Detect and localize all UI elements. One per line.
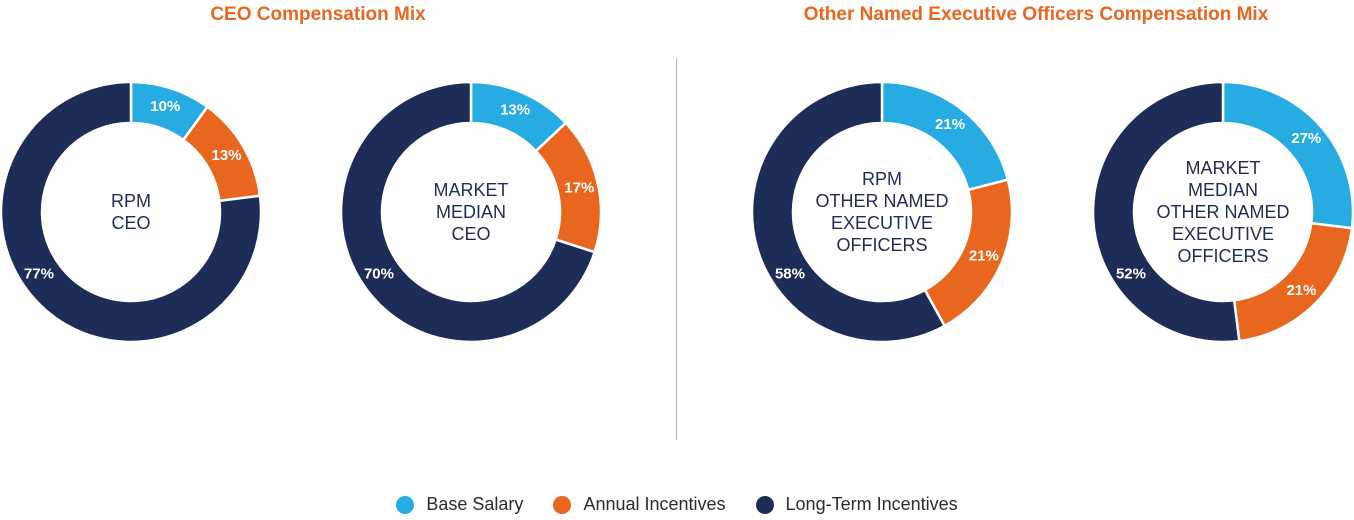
donut-4-center-line: EXECUTIVE: [1171, 224, 1275, 244]
legend-item-long-term-incentives: Long-Term Incentives: [755, 494, 958, 515]
donut-3-center-line: EXECUTIVE: [830, 213, 934, 233]
legend-label-annual-incentives: Annual Incentives: [583, 494, 726, 514]
donut-2-center-label: MARKET MEDIAN CEO: [366, 179, 576, 245]
donut-3-center-line: OFFICERS: [836, 235, 928, 255]
legend-item-base-salary: Base Salary: [396, 494, 523, 515]
donut-3-slice-long-term-incentives: [750, 80, 947, 344]
legend-item-annual-incentives: Annual Incentives: [553, 494, 726, 515]
donut-4-center-line: MEDIAN: [1187, 180, 1258, 200]
donut-4-center-line: MARKET: [1185, 158, 1261, 178]
donut-3-center-label: RPM OTHER NAMED EXECUTIVE OFFICERS: [777, 168, 987, 256]
legend-swatch-long-term-incentives: [755, 495, 774, 514]
donut-3-label-base-salary: 21%: [935, 116, 965, 133]
donut-1-slice-long-term-incentives: [0, 80, 263, 344]
donut-3-label-long-term-incentives: 58%: [775, 266, 805, 283]
donut-3-center-line: RPM: [862, 169, 902, 189]
donut-3-center-line: OTHER NAMED: [815, 191, 949, 211]
donut-2-label-long-term-incentives: 70%: [364, 266, 394, 283]
legend-swatch-base-salary: [396, 495, 415, 514]
donut-charts: 10% 13% 77% 13% 17% 70% 21% 21% 58% 27% 21% 52%: [0, 80, 1354, 344]
donut-1-label-long-term-incentives: 77%: [24, 266, 54, 283]
legend-swatch-annual-incentives: [553, 495, 572, 514]
donut-4-slice-long-term-incentives: [1091, 80, 1241, 344]
legend-label-base-salary: Base Salary: [426, 494, 524, 514]
donut-2-label-base-salary: 13%: [500, 102, 530, 119]
donut-1-label-base-salary: 10%: [150, 98, 180, 115]
donut-4-label-annual-incentives: 21%: [1286, 282, 1316, 299]
donut-4-center-label: MARKET MEDIAN OTHER NAMED EXECUTIVE OFFICERS: [1118, 157, 1328, 267]
donut-1-center-line: CEO: [111, 213, 151, 233]
legend-label-long-term-incentives: Long-Term Incentives: [785, 494, 958, 514]
donut-3-label-annual-incentives: 21%: [969, 248, 999, 265]
donut-4-label-long-term-incentives: 52%: [1116, 266, 1146, 283]
donut-2-label-annual-incentives: 17%: [564, 179, 594, 196]
donut-2-center-line: CEO: [451, 224, 491, 244]
neo-section-title: Other Named Executive Officers Compensat…: [803, 4, 1269, 25]
donut-1-center-label: RPM CEO: [26, 190, 236, 234]
donut-4-label-base-salary: 27%: [1291, 130, 1321, 147]
legend: Base Salary Annual Incentives Long-Term …: [0, 494, 1354, 515]
section-divider: [676, 58, 677, 440]
donut-2-center-line: MEDIAN: [435, 202, 506, 222]
donut-4-center-line: OTHER NAMED: [1156, 202, 1290, 222]
donut-4-center-line: OFFICERS: [1177, 246, 1269, 266]
ceo-section-title: CEO Compensation Mix: [210, 4, 426, 25]
donut-1-label-annual-incentives: 13%: [212, 147, 242, 164]
donut-1-center-line: RPM: [111, 191, 151, 211]
donut-2-center-line: MARKET: [433, 180, 509, 200]
donut-2-slice-long-term-incentives: [339, 80, 597, 344]
